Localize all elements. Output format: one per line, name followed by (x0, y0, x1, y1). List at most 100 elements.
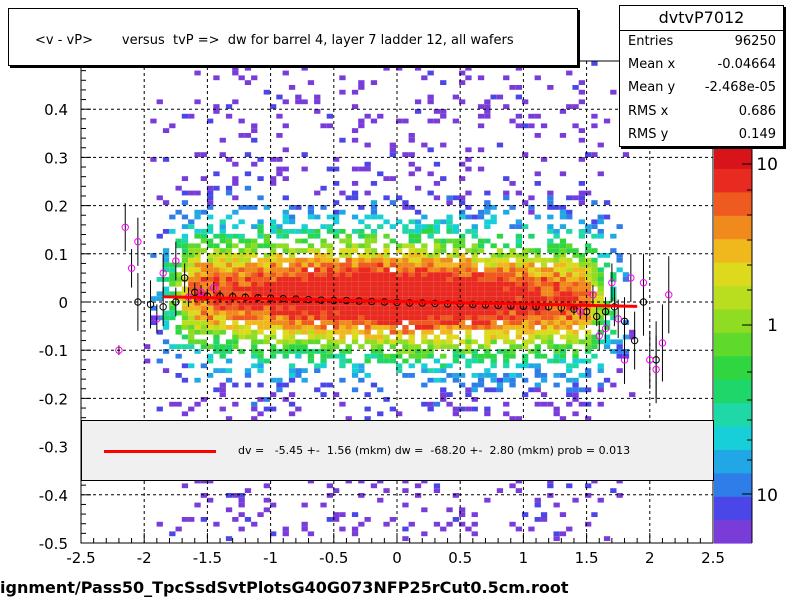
heatmap-cell (578, 339, 585, 345)
heatmap-cell (225, 272, 233, 277)
heatmap-cell (326, 257, 333, 263)
heatmap-cell (225, 253, 233, 258)
heatmap-cell (490, 267, 497, 273)
heatmap-cell (270, 277, 277, 282)
heatmap-cell (408, 171, 415, 177)
heatmap-cell (169, 344, 176, 349)
heatmap-cell (414, 253, 422, 258)
heatmap-cell (188, 329, 195, 335)
heatmap-cell (484, 368, 491, 373)
heatmap-cell (175, 238, 182, 244)
heatmap-cell (433, 238, 441, 244)
heatmap-cell (244, 310, 252, 316)
heatmap-cell (156, 406, 163, 412)
heatmap-cell (603, 214, 611, 220)
heatmap-cell (194, 272, 201, 277)
heatmap-cell (238, 286, 245, 292)
heatmap-cell (503, 329, 510, 335)
heatmap-cell (326, 353, 333, 359)
heatmap-cell (358, 493, 365, 498)
heatmap-cell (528, 349, 535, 354)
heatmap-cell (553, 205, 560, 210)
heatmap-cell (421, 478, 428, 484)
heatmap-cell (528, 123, 535, 129)
heatmap-cell (408, 238, 415, 244)
heatmap-cell (591, 248, 598, 253)
heatmap-cell (162, 320, 170, 325)
heatmap-cell (251, 243, 258, 249)
heatmap-cell (314, 387, 321, 393)
heatmap-cell (213, 521, 220, 527)
heatmap-cell (522, 281, 529, 287)
heatmap-cell (484, 281, 491, 287)
heatmap-cell (169, 315, 176, 321)
heatmap-cell (585, 281, 592, 287)
heatmap-cell (440, 526, 447, 532)
heatmap-cell (591, 301, 598, 306)
heatmap-cell (320, 305, 327, 311)
heatmap-cell (572, 248, 579, 253)
heatmap-cell (540, 392, 548, 397)
heatmap-cell (314, 272, 321, 277)
heatmap-cell (301, 305, 308, 311)
heatmap-cell (200, 493, 207, 498)
heatmap-cell (572, 262, 579, 268)
heatmap-cell (301, 377, 308, 383)
heatmap-cell (326, 310, 333, 316)
heatmap-cell (522, 200, 529, 205)
palette-band (714, 425, 752, 450)
heatmap-cell (477, 382, 485, 388)
heatmap-cell (358, 118, 365, 124)
profile-black-point (630, 336, 639, 345)
heatmap-cell (408, 349, 415, 354)
heatmap-cell (207, 301, 214, 306)
heatmap-cell (288, 411, 296, 417)
heatmap-cell (288, 219, 296, 225)
heatmap-cell (383, 320, 390, 325)
heatmap-cell (263, 497, 270, 503)
heatmap-cell (232, 233, 239, 239)
heatmap-cell (484, 349, 491, 354)
heatmap-cell (572, 392, 579, 397)
heatmap-cell (326, 277, 333, 282)
heatmap-cell (162, 325, 170, 330)
heatmap-cell (547, 291, 554, 297)
heatmap-cell (314, 301, 321, 306)
heatmap-cell (377, 214, 384, 220)
heatmap-cell (326, 123, 333, 129)
heatmap-cell (396, 65, 403, 71)
heatmap-cell (452, 373, 459, 378)
heatmap-cell (540, 123, 548, 129)
heatmap-cell (572, 267, 579, 273)
heatmap-cell (446, 253, 453, 258)
heatmap-cell (547, 248, 554, 253)
heatmap-cell (396, 339, 403, 345)
heatmap-cell (490, 291, 497, 297)
heatmap-cell (288, 253, 296, 258)
heatmap-cell (465, 272, 472, 277)
heatmap-cell (597, 253, 604, 258)
heatmap-cell (559, 272, 567, 277)
heatmap-cell (433, 358, 441, 364)
heatmap-cell (528, 305, 535, 311)
heatmap-cell (459, 161, 466, 167)
heatmap-cell (188, 224, 195, 229)
heatmap-cell (232, 209, 239, 215)
profile-black-point (180, 274, 189, 282)
heatmap-cell (383, 334, 390, 340)
heatmap-cell (616, 493, 623, 498)
heatmap-cell (534, 353, 541, 359)
heatmap-cell (339, 334, 346, 340)
heatmap-cell (181, 253, 189, 258)
heatmap-cell (427, 171, 434, 177)
heatmap-cell (553, 344, 560, 349)
heatmap-cell (585, 368, 592, 373)
heatmap-cell (452, 195, 459, 201)
heatmap-cell (188, 406, 195, 412)
heatmap-cell (194, 305, 201, 311)
heatmap-cell (282, 325, 289, 330)
heatmap-cell (263, 339, 270, 345)
heatmap-cell (509, 85, 516, 90)
heatmap-cell (358, 85, 365, 90)
